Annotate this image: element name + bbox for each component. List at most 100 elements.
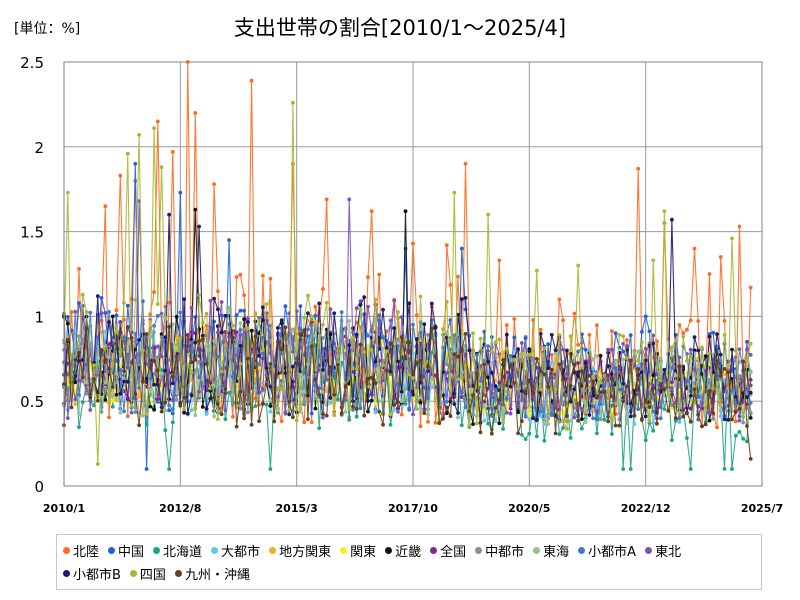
data-point (392, 298, 397, 303)
data-point (636, 407, 641, 411)
data-point (208, 345, 213, 350)
data-point (651, 386, 656, 391)
data-point (144, 412, 149, 416)
data-point (711, 330, 716, 335)
data-point (696, 375, 701, 379)
data-point (441, 387, 445, 392)
data-point (159, 372, 164, 376)
data-point (467, 348, 472, 353)
line-chart: 00.511.522.5 2010/1 2012/8 2015/3 2017/10 20… (20, 54, 783, 515)
legend-item: 北海道 (153, 539, 202, 562)
data-point (167, 467, 172, 471)
data-point (422, 411, 427, 415)
data-point (681, 414, 686, 419)
data-point (114, 313, 119, 318)
data-point (369, 392, 374, 397)
data-point (216, 417, 220, 421)
data-point (471, 393, 475, 397)
data-point (549, 367, 554, 372)
data-point (347, 197, 352, 202)
data-point (531, 416, 535, 420)
data-point (748, 377, 753, 382)
data-point (452, 402, 457, 406)
data-point (456, 377, 460, 381)
data-point (144, 380, 149, 384)
data-point (565, 348, 569, 353)
data-point (711, 416, 716, 421)
data-point (328, 340, 333, 345)
data-point (65, 337, 70, 342)
data-point (249, 328, 254, 333)
data-point (103, 344, 108, 348)
data-point (474, 353, 479, 357)
data-point (384, 368, 389, 373)
data-point (155, 302, 160, 306)
data-point (174, 314, 179, 319)
data-point (279, 387, 284, 391)
data-point (283, 371, 288, 376)
data-point (670, 406, 674, 411)
data-point (463, 161, 468, 166)
data-point (268, 404, 273, 408)
data-point (122, 369, 126, 374)
data-point (276, 339, 280, 344)
data-point (377, 313, 382, 318)
data-point (317, 301, 322, 306)
data-point (313, 396, 318, 401)
data-point (369, 398, 374, 403)
data-point (407, 301, 412, 306)
data-point (351, 404, 355, 409)
data-point (369, 375, 374, 380)
data-point (403, 356, 408, 361)
data-point (508, 411, 513, 416)
data-point (306, 327, 310, 332)
data-point (437, 421, 442, 425)
data-point (216, 330, 220, 335)
data-point (309, 344, 314, 349)
data-point (88, 408, 93, 412)
data-point (324, 413, 329, 418)
data-point (718, 352, 723, 357)
data-point (65, 315, 70, 319)
data-point (167, 322, 172, 327)
data-point (152, 126, 157, 130)
data-point (730, 347, 734, 352)
data-point (542, 346, 547, 350)
data-point (587, 386, 592, 390)
data-point (688, 467, 693, 471)
data-point (504, 323, 509, 327)
data-point (65, 190, 70, 195)
data-point (216, 354, 220, 359)
data-point (332, 370, 337, 375)
data-point (99, 311, 104, 316)
legend-item: 中都市 (475, 539, 524, 562)
data-point (396, 400, 400, 405)
data-point (651, 428, 656, 433)
data-point (99, 348, 104, 352)
data-point (107, 355, 111, 359)
data-point (197, 293, 202, 298)
data-point (568, 436, 573, 440)
data-point (493, 384, 498, 389)
data-point (167, 300, 172, 305)
data-point (148, 312, 153, 317)
data-point (204, 311, 209, 316)
data-point (489, 349, 494, 354)
data-point (549, 413, 554, 418)
data-point (384, 329, 389, 334)
data-point (621, 334, 626, 339)
data-point (598, 353, 603, 358)
data-point (501, 350, 505, 354)
data-point (358, 303, 363, 307)
data-point (662, 387, 667, 391)
data-point (486, 421, 490, 426)
data-point (170, 407, 175, 412)
data-point (685, 327, 689, 332)
data-point (598, 401, 603, 406)
data-point (381, 334, 385, 339)
data-point (137, 423, 142, 428)
y-axis-ticks: 0 0.5 1 1.5 2 2.5 (20, 54, 44, 496)
data-point (463, 364, 468, 368)
legend-item: 小都市B (63, 562, 121, 585)
data-point (388, 412, 393, 417)
